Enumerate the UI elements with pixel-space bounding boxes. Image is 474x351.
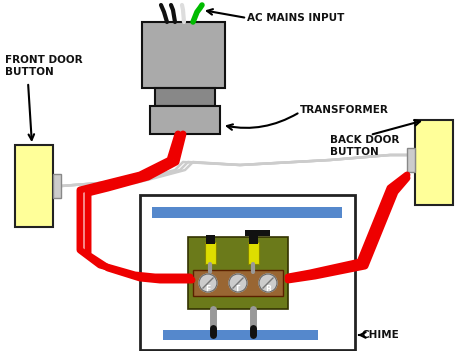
FancyBboxPatch shape [249,235,258,244]
FancyBboxPatch shape [205,242,216,264]
FancyBboxPatch shape [415,120,453,205]
Text: AC MAINS INPUT: AC MAINS INPUT [247,13,345,23]
FancyBboxPatch shape [155,88,215,106]
Circle shape [199,274,217,292]
FancyBboxPatch shape [140,195,355,350]
FancyBboxPatch shape [15,145,53,227]
FancyBboxPatch shape [188,237,288,309]
FancyBboxPatch shape [150,106,220,134]
Text: B: B [265,285,271,294]
FancyBboxPatch shape [53,174,61,198]
FancyBboxPatch shape [245,230,270,236]
Text: TRANSFORMER: TRANSFORMER [300,105,389,115]
FancyBboxPatch shape [142,22,225,88]
Text: F: F [205,285,210,294]
FancyBboxPatch shape [163,330,318,340]
Circle shape [259,274,277,292]
FancyBboxPatch shape [248,242,259,264]
FancyBboxPatch shape [193,270,283,296]
FancyBboxPatch shape [407,148,415,172]
Text: CHIME: CHIME [362,330,400,340]
Text: T: T [235,285,241,294]
Text: FRONT DOOR
BUTTON: FRONT DOOR BUTTON [5,55,82,77]
Text: BACK DOOR
BUTTON: BACK DOOR BUTTON [330,135,400,157]
FancyBboxPatch shape [206,235,215,244]
Circle shape [229,274,247,292]
FancyBboxPatch shape [152,207,342,218]
